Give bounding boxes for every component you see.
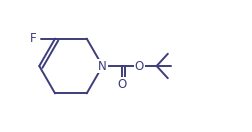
Text: O: O bbox=[135, 60, 144, 72]
Text: N: N bbox=[98, 60, 107, 72]
Text: O: O bbox=[117, 78, 127, 91]
Text: F: F bbox=[30, 32, 37, 45]
